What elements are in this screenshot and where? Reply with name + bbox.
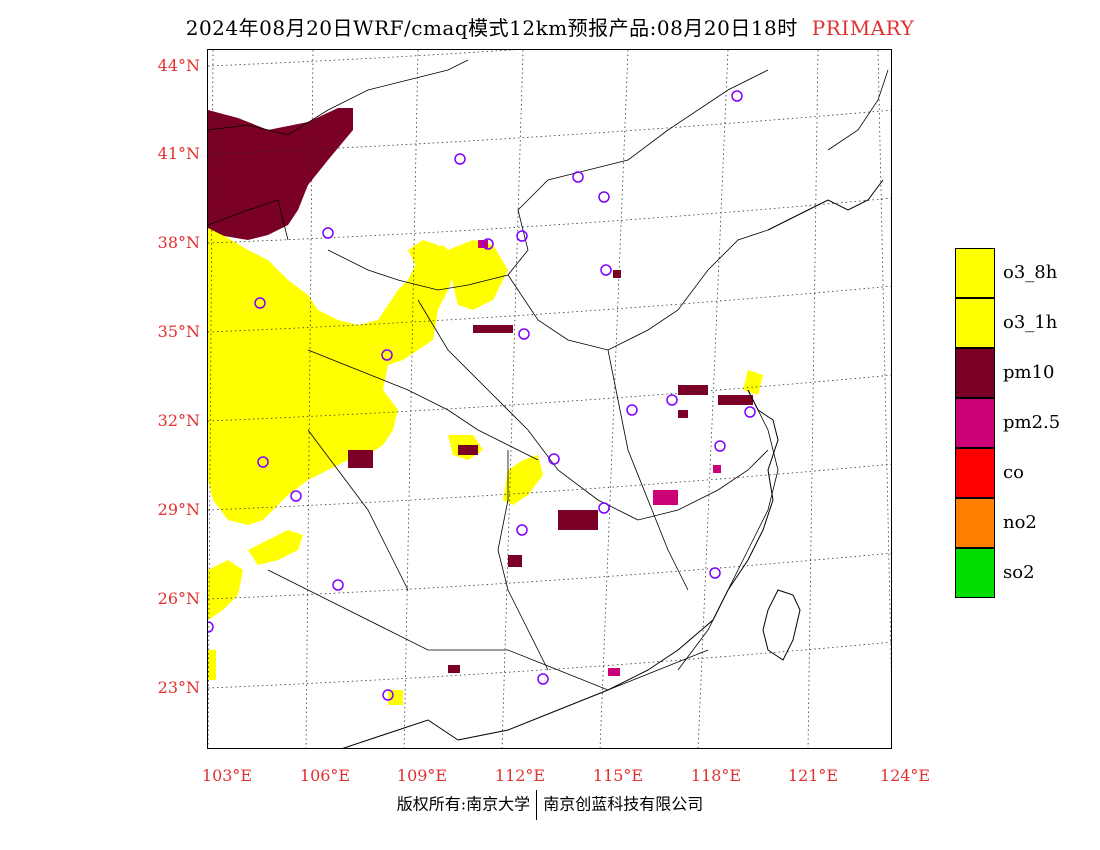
legend-label: pm2.5 — [1003, 412, 1061, 433]
lat-label-35: 35°N — [157, 322, 200, 341]
lon-label-124: 124°E — [879, 766, 931, 785]
legend-item-so2: so2 — [955, 548, 1075, 598]
lat-label-26: 26°N — [157, 589, 200, 608]
legend-item-pm10: pm10 — [955, 348, 1075, 398]
lon-label-106: 106°E — [299, 766, 351, 785]
lat-label-32: 32°N — [157, 411, 200, 430]
pm25-layer-scattered — [478, 240, 721, 676]
map-panel[interactable] — [207, 49, 892, 749]
legend: o3_8h o3_1h pm10 pm2.5 co no2 so2 — [955, 248, 1075, 598]
lon-label-109: 109°E — [396, 766, 448, 785]
legend-label: co — [1003, 462, 1024, 483]
map-canvas — [208, 50, 891, 748]
pm10-layer-northwest — [208, 108, 353, 240]
copyright-footer: 版权所有:南京大学 南京创蓝科技有限公司 — [0, 790, 1100, 820]
legend-swatch — [955, 298, 995, 348]
lon-label-103: 103°E — [201, 766, 253, 785]
footer-right: 南京创蓝科技有限公司 — [543, 794, 704, 814]
legend-item-o3-8h: o3_8h — [955, 248, 1075, 298]
legend-swatch — [955, 348, 995, 398]
footer-left: 版权所有:南京大学 — [396, 794, 531, 814]
legend-swatch — [955, 398, 995, 448]
legend-label: o3_8h — [1003, 262, 1058, 283]
legend-item-co: co — [955, 448, 1075, 498]
title-tag: PRIMARY — [811, 16, 915, 40]
legend-swatch — [955, 498, 995, 548]
lon-label-118: 118°E — [690, 766, 742, 785]
lon-label-115: 115°E — [592, 766, 644, 785]
lat-label-41: 41°N — [157, 144, 200, 163]
lon-label-121: 121°E — [787, 766, 839, 785]
province-boundaries — [208, 59, 889, 691]
o3-layer-southwest — [208, 228, 763, 705]
station-markers — [208, 90, 756, 701]
legend-swatch — [955, 548, 995, 598]
lat-label-23: 23°N — [157, 678, 200, 697]
legend-label: o3_1h — [1003, 312, 1058, 333]
map-title: 2024年08月20日WRF/cmaq模式12km预报产品:08月20日18时 P… — [0, 12, 1100, 41]
lat-label-38: 38°N — [157, 233, 200, 252]
legend-label: pm10 — [1003, 362, 1055, 383]
footer-separator — [536, 790, 538, 820]
lat-label-29: 29°N — [157, 500, 200, 519]
pm10-layer-scattered — [348, 270, 753, 673]
coastline — [342, 179, 884, 748]
lat-label-44: 44°N — [157, 56, 200, 75]
title-main: 2024年08月20日WRF/cmaq模式12km预报产品:08月20日18时 — [185, 16, 798, 40]
lon-label-112: 112°E — [494, 766, 546, 785]
legend-label: no2 — [1003, 512, 1037, 533]
legend-item-o3-1h: o3_1h — [955, 298, 1075, 348]
legend-item-no2: no2 — [955, 498, 1075, 548]
legend-swatch — [955, 248, 995, 298]
legend-item-pm25: pm2.5 — [955, 398, 1075, 448]
legend-swatch — [955, 448, 995, 498]
legend-label: so2 — [1003, 562, 1035, 583]
